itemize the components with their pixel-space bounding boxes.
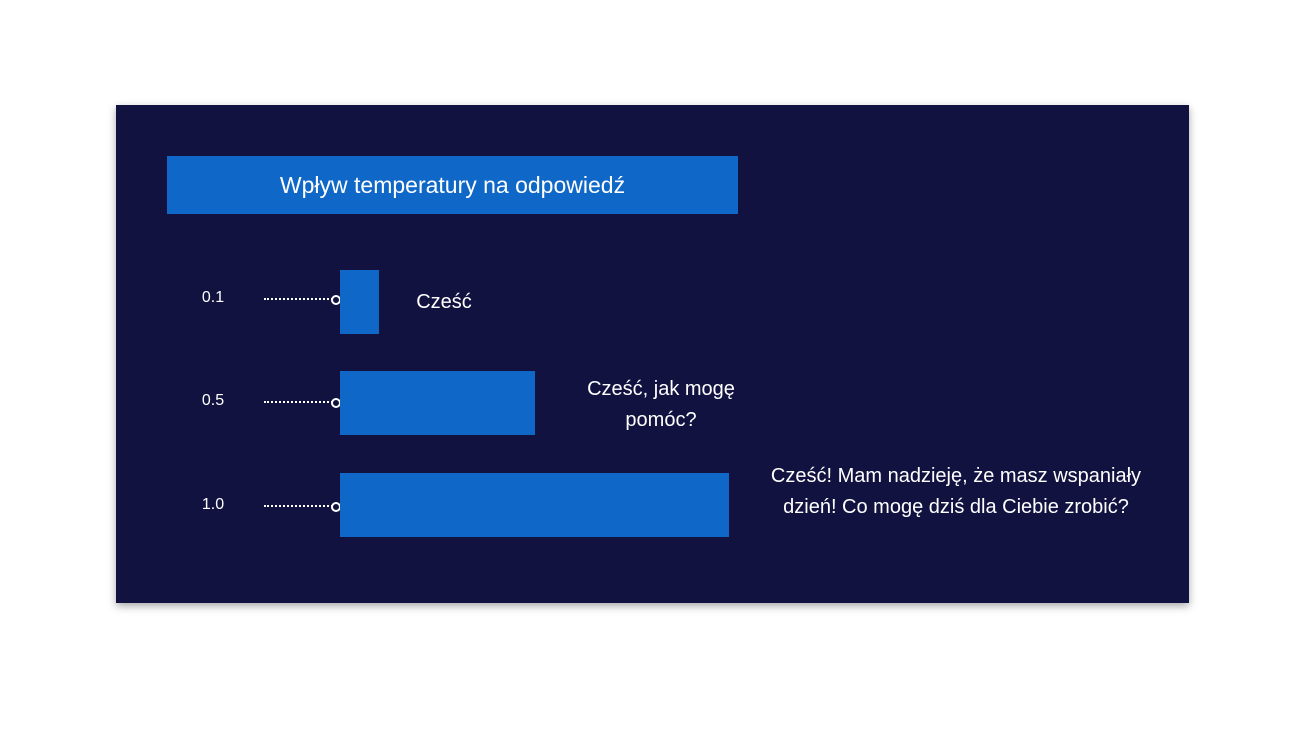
dotted-connector [264,401,337,403]
slide-panel: Wpływ temperatury na odpowiedź 0.1 Cześć… [116,105,1189,603]
dotted-connector [264,505,337,507]
response-text: Cześć! Mam nadzieję, że masz wspaniały d… [770,465,1142,518]
diagram-title: Wpływ temperatury na odpowiedź [279,171,626,198]
response-length-bar [340,270,379,334]
title-banner: Wpływ temperatury na odpowiedź [167,156,738,214]
temperature-label-0-1: 0.1 [201,289,225,306]
response-length-bar [340,371,535,435]
temperature-label-0-5: 0.5 [201,392,225,409]
dotted-connector [264,298,337,300]
response-text: Cześć [416,291,472,313]
temperature-label-1-0: 1.0 [201,496,225,513]
response-text: Cześć, jak mogę pomóc? [587,378,735,431]
response-length-bar [340,473,729,537]
